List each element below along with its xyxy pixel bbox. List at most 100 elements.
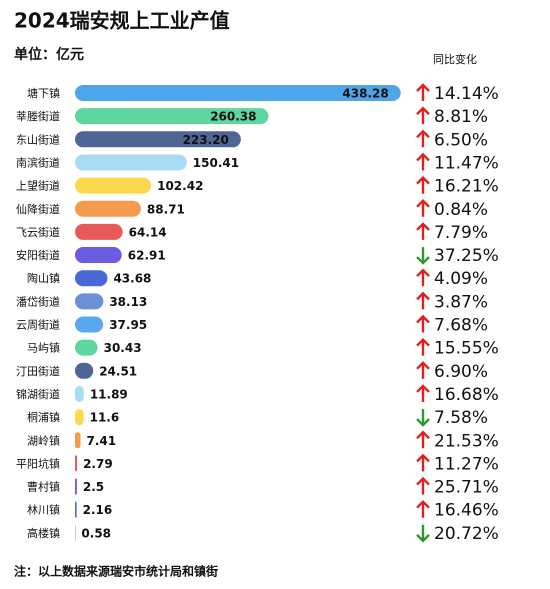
bar xyxy=(75,478,77,495)
arrow-part xyxy=(416,418,430,427)
change-label: 8.81% xyxy=(434,107,488,127)
bar xyxy=(75,131,241,148)
category-label: 上望街道 xyxy=(16,179,60,193)
value-label: 11.6 xyxy=(90,411,120,425)
category-label: 云周街道 xyxy=(16,318,60,332)
value-label: 30.43 xyxy=(104,341,142,355)
category-label: 潘岱街道 xyxy=(16,294,60,308)
arrow-part xyxy=(416,337,430,347)
category-label: 塘下镇 xyxy=(27,86,60,100)
bar xyxy=(75,108,269,125)
arrow-part xyxy=(416,106,430,115)
value-label: 62.91 xyxy=(128,249,166,263)
category-label: 锦湖街道 xyxy=(16,387,60,401)
arrow-part xyxy=(416,384,430,393)
arrow-part xyxy=(416,129,430,139)
change-label: 16.21% xyxy=(434,177,499,197)
change-arrow xyxy=(416,361,430,379)
bar xyxy=(75,270,108,287)
arrow-part xyxy=(416,291,430,301)
arrow-part xyxy=(416,268,430,278)
arrow-part xyxy=(416,314,430,324)
arrow-part xyxy=(416,500,430,509)
change-arrow xyxy=(416,291,430,310)
change-arrow xyxy=(416,268,430,287)
change-header: 同比变化 xyxy=(433,52,477,66)
change-label: 11.27% xyxy=(434,454,499,474)
change-label: 0.84% xyxy=(434,200,488,220)
category-label: 桐浦镇 xyxy=(27,410,60,424)
value-label: 260.38 xyxy=(210,110,256,124)
change-label: 15.55% xyxy=(434,339,499,359)
bar xyxy=(75,316,104,333)
change-arrow xyxy=(416,384,430,402)
change-arrow xyxy=(416,152,430,171)
change-label: 6.50% xyxy=(434,130,488,150)
category-label: 马屿镇 xyxy=(27,341,60,355)
arrow-part xyxy=(416,175,430,185)
change-label: 6.90% xyxy=(434,362,488,382)
arrow-part xyxy=(416,430,430,440)
change-arrow xyxy=(416,199,430,217)
arrow-part xyxy=(416,256,430,265)
change-arrow xyxy=(416,453,430,472)
value-label: 2.16 xyxy=(83,503,113,517)
note: 注：以上数据来源瑞安市统计局和镇街 xyxy=(14,564,218,579)
category-label: 湖岭镇 xyxy=(27,433,60,447)
bar xyxy=(75,177,152,194)
arrow-part xyxy=(416,222,430,231)
bar xyxy=(75,154,187,171)
change-arrow xyxy=(416,476,430,495)
value-label: 0.58 xyxy=(81,526,111,540)
bar xyxy=(75,362,94,379)
arrow-part xyxy=(416,453,430,463)
change-arrow xyxy=(416,106,430,125)
value-label: 438.28 xyxy=(342,87,388,101)
category-label: 汀田街道 xyxy=(16,364,60,378)
change-label: 25.71% xyxy=(434,478,499,498)
value-label: 150.41 xyxy=(193,156,239,170)
arrow-part xyxy=(416,152,430,162)
change-label: 7.79% xyxy=(434,223,488,243)
change-arrow xyxy=(416,314,430,333)
category-label: 莘塍街道 xyxy=(16,109,60,123)
chart-title: 2024瑞安规上工业产值 xyxy=(14,9,230,33)
bar xyxy=(75,247,122,264)
change-arrow xyxy=(416,409,430,427)
category-label: 飞云街道 xyxy=(16,225,60,239)
category-label: 林川镇 xyxy=(27,503,60,517)
value-label: 7.41 xyxy=(87,434,117,448)
bar xyxy=(75,501,77,518)
change-arrow xyxy=(416,175,430,194)
bar xyxy=(75,85,401,101)
value-label: 223.20 xyxy=(183,133,229,147)
change-arrow xyxy=(416,129,430,148)
arrow-part xyxy=(416,534,430,543)
change-label: 3.87% xyxy=(434,292,488,312)
bar xyxy=(75,339,98,356)
arrow-part xyxy=(416,361,430,370)
bar xyxy=(75,293,104,310)
change-label: 11.47% xyxy=(434,153,499,173)
value-label: 2.79 xyxy=(83,457,113,471)
bar xyxy=(75,223,123,240)
value-label: 24.51 xyxy=(99,364,137,378)
change-label: 37.25% xyxy=(434,246,499,266)
value-label: 88.71 xyxy=(147,202,185,216)
change-label: 21.53% xyxy=(434,431,499,451)
arrow-part xyxy=(416,476,430,486)
bar xyxy=(75,200,141,217)
change-label: 16.46% xyxy=(434,501,499,521)
category-label: 高楼镇 xyxy=(27,526,60,540)
category-label: 安阳街道 xyxy=(16,248,60,262)
change-arrow xyxy=(416,524,430,543)
unit-label: 单位：亿元 xyxy=(14,46,84,63)
arrow-part xyxy=(416,83,430,92)
bar xyxy=(75,432,81,449)
change-arrow xyxy=(416,247,430,265)
value-label: 37.95 xyxy=(109,318,147,332)
category-label: 平阳坑镇 xyxy=(16,456,60,470)
change-arrow xyxy=(416,222,430,240)
change-label: 7.68% xyxy=(434,316,488,336)
